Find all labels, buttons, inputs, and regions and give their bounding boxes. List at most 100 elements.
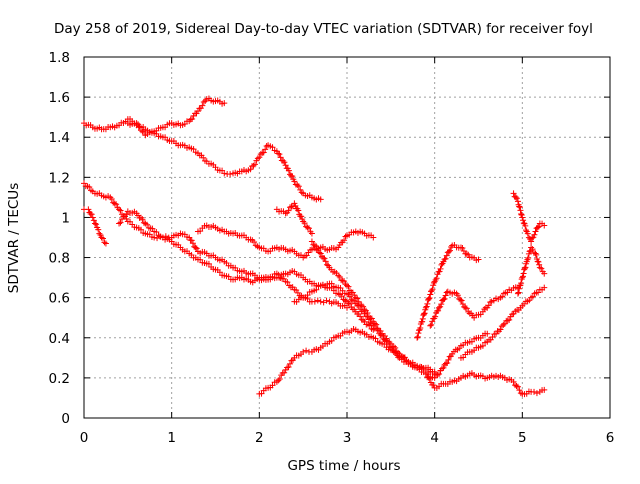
data-point [475,256,482,263]
data-point [500,321,507,328]
data-point [425,295,432,302]
data-point [144,221,151,228]
data-series [422,370,548,398]
data-point [422,304,429,311]
data-point [516,285,523,292]
data-point [444,360,451,367]
x-axis-label: GPS time / hours [287,458,400,474]
data-point [541,386,548,393]
data-point [351,292,358,299]
data-point [524,230,531,237]
data-point [506,316,513,323]
data-point [541,270,548,277]
x-tick-label: 1 [167,430,176,446]
data-point [435,307,442,314]
data-point [301,220,308,227]
data-point [521,265,528,272]
data-point [287,360,294,367]
data-point [205,260,212,267]
data-point [262,146,269,153]
data-point [459,300,466,307]
data-point [197,105,204,112]
data-point [387,340,394,347]
y-tick-label: 0.6 [49,291,70,307]
data-point [392,349,399,356]
data-points [81,95,548,398]
data-point [364,310,371,317]
data-point [186,234,193,241]
data-point [357,313,364,320]
data-point [316,249,323,256]
data-point [421,310,428,317]
data-point [86,184,93,191]
data-point [276,151,283,158]
data-point [91,220,98,227]
data-point [317,250,324,257]
data-point [513,195,520,202]
data-point [517,207,524,214]
data-point [98,234,105,241]
data-point [484,330,491,337]
data-point [529,293,536,300]
data-point [430,279,437,286]
data-point [520,270,527,277]
data-point [417,324,424,331]
data-point [518,276,525,283]
data-point [522,222,529,229]
data-point [282,162,289,169]
y-tick-label: 0.4 [49,331,70,347]
data-point [518,211,525,218]
data-point [518,280,525,287]
data-point [479,342,486,349]
x-tick-label: 4 [430,430,439,446]
data-point [341,278,348,285]
data-point [516,204,523,211]
data-point [314,297,321,304]
data-series [514,244,548,297]
data-point [424,300,431,307]
data-point [529,235,536,242]
x-tick-label: 6 [606,430,615,446]
data-point [151,234,158,241]
y-tick-label: 0.8 [49,251,70,267]
data-point [423,303,430,310]
data-point [300,348,307,355]
data-point [454,292,461,299]
data-point [499,293,506,300]
data-series [256,326,438,397]
data-point [102,240,109,247]
data-point [485,302,492,309]
data-point [430,382,437,389]
data-point [335,244,342,251]
data-point [448,243,455,250]
data-point [514,290,521,297]
data-point [221,100,228,107]
data-point [323,261,330,268]
y-tick-label: 1.6 [49,90,70,106]
data-point [139,216,146,223]
data-point [504,317,511,324]
x-tick-label: 0 [80,430,89,446]
data-point [276,375,283,382]
data-point [189,116,196,123]
data-point [459,245,466,252]
data-point [460,354,467,361]
data-point [414,333,421,340]
data-point [460,247,467,254]
data-point [189,240,196,247]
data-point [99,235,106,242]
data-point [321,255,328,262]
data-point [426,295,433,302]
data-point [298,213,305,220]
data-point [400,354,407,361]
data-point [116,206,123,213]
data-point [372,335,379,342]
data-point [447,247,454,254]
data-point [525,250,532,257]
data-point [531,388,538,395]
data-point [520,217,527,224]
data-point [108,196,115,203]
data-point [311,242,318,249]
data-point [516,387,523,394]
data-point [383,335,390,342]
